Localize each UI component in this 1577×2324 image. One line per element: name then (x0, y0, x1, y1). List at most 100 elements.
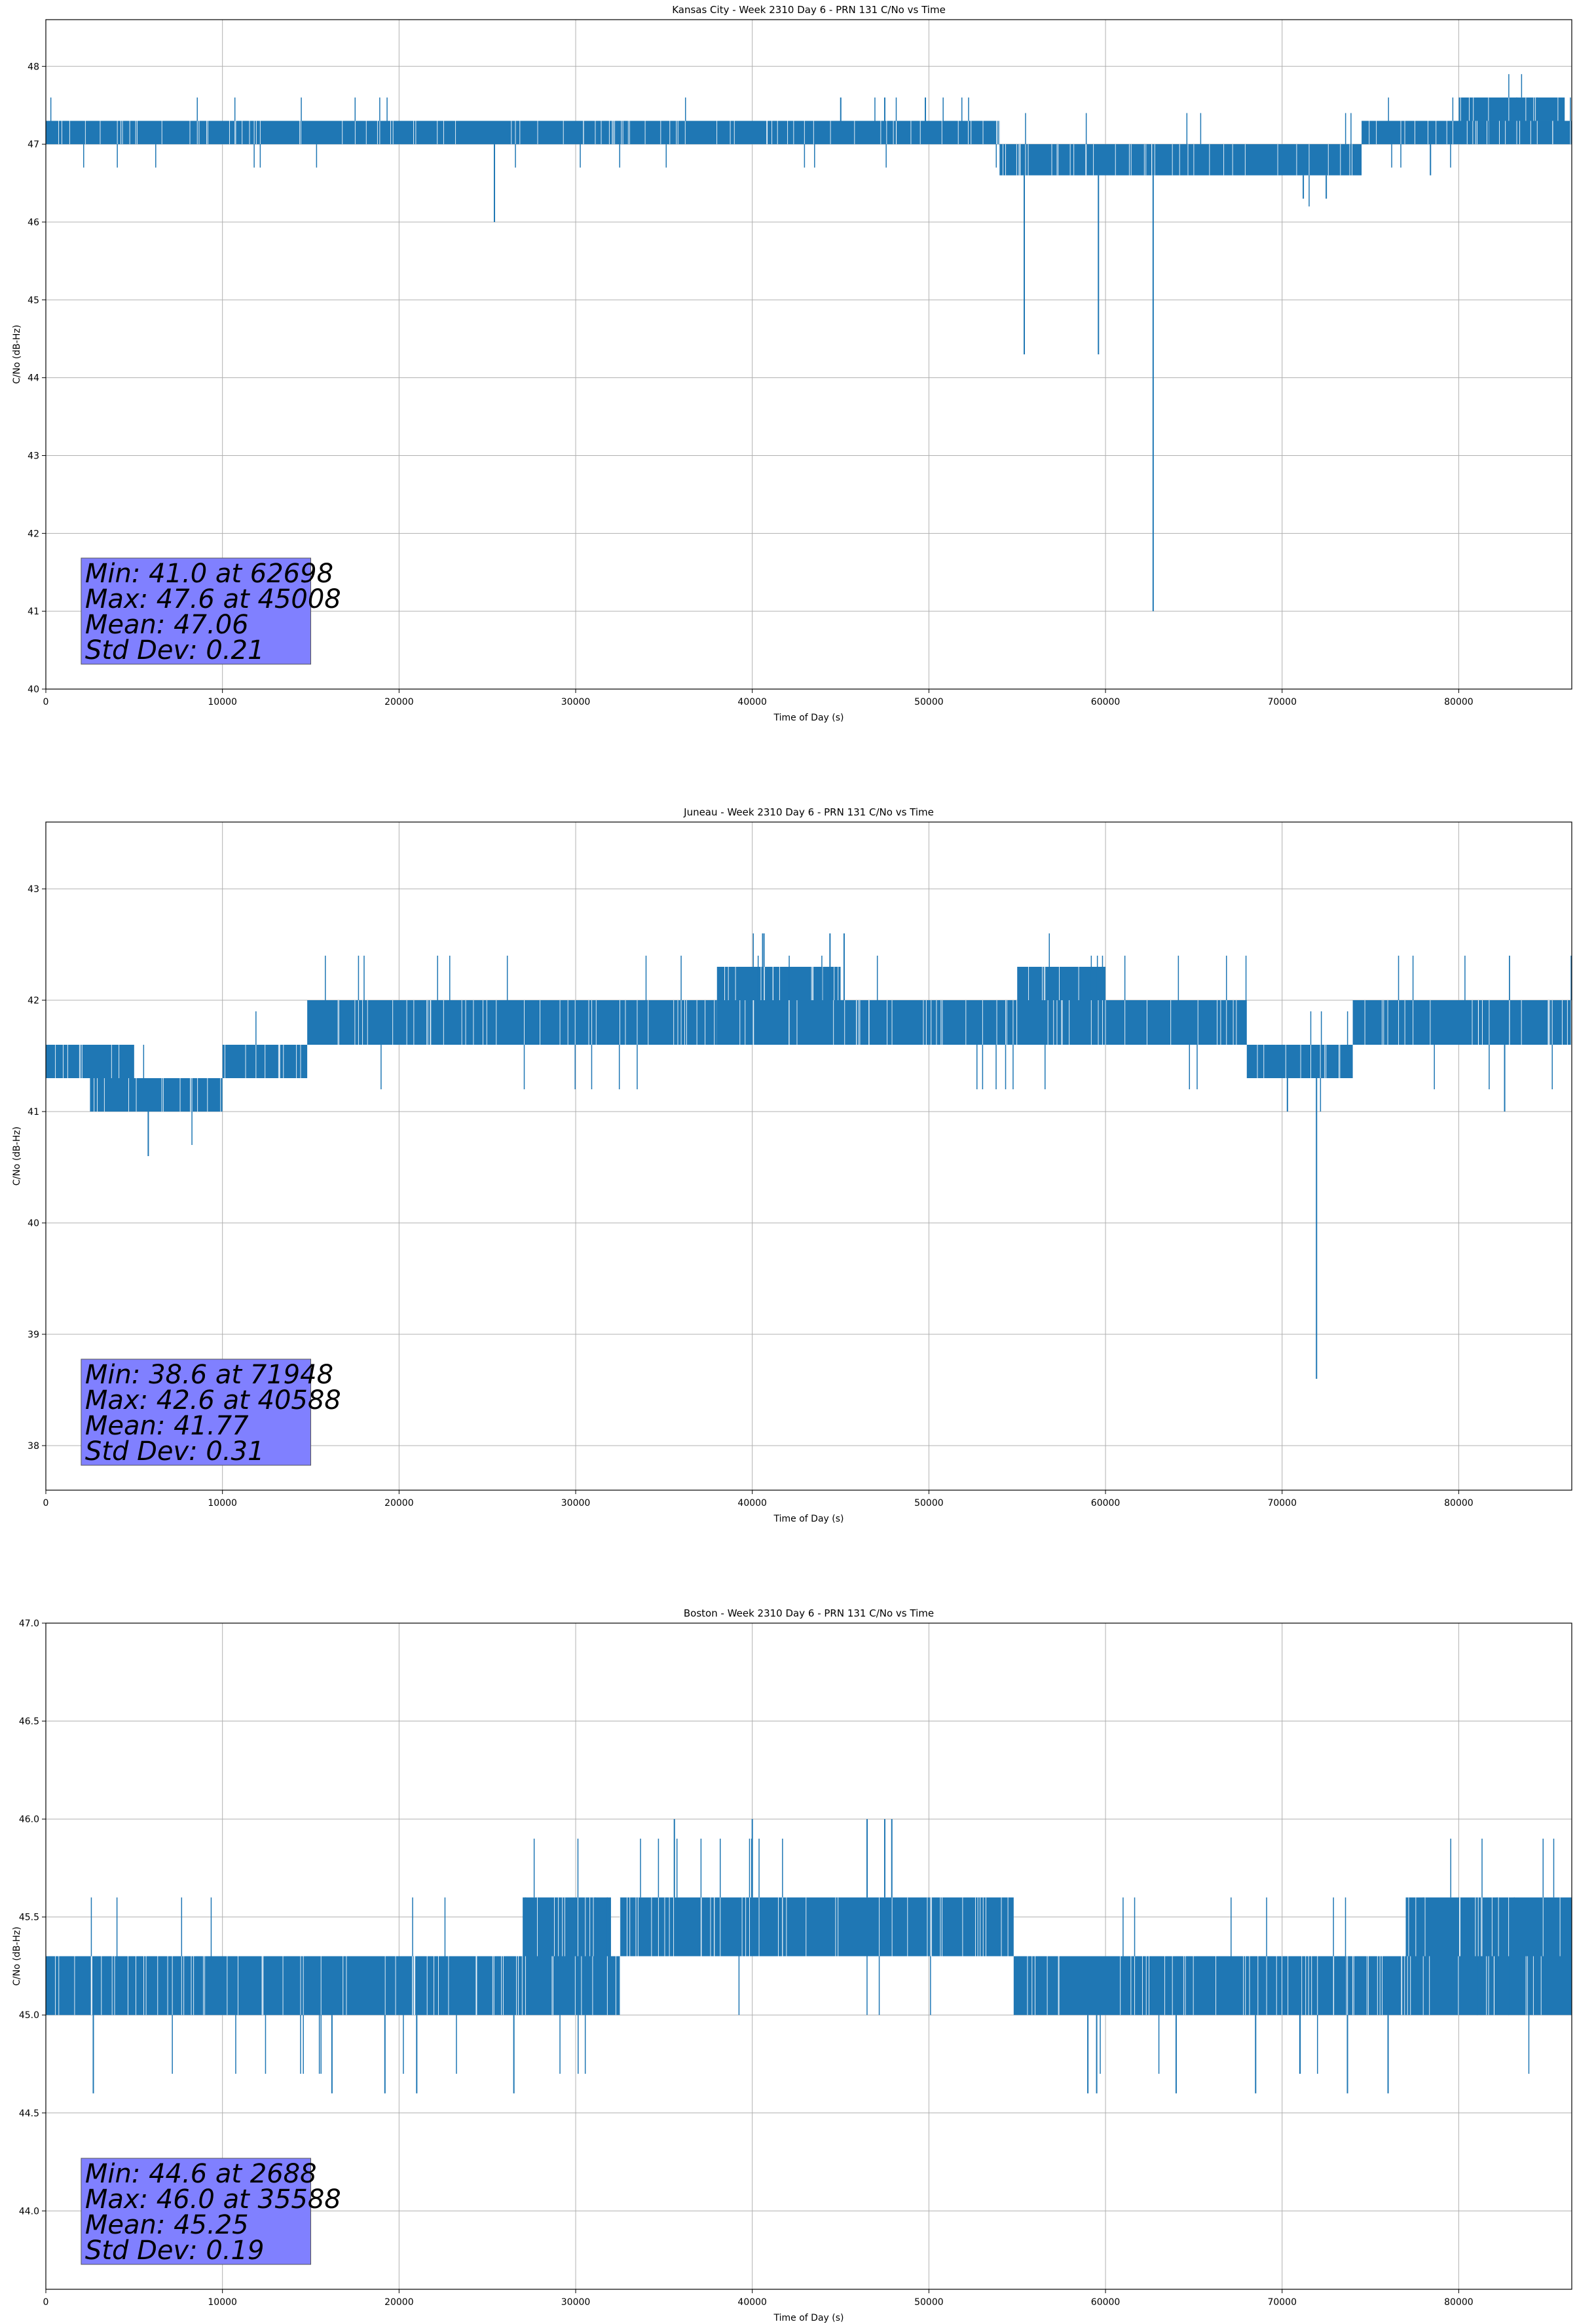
x-axis-label: Time of Day (s) (773, 2313, 844, 2323)
x-tick-label: 70000 (1267, 1498, 1297, 1509)
series-band (90, 1078, 223, 1112)
x-tick-label: 70000 (1267, 2297, 1297, 2308)
chart-title: Kansas City - Week 2310 Day 6 - PRN 131 … (672, 4, 946, 16)
series-band (1362, 121, 1572, 145)
series-band (46, 1045, 134, 1078)
chart-title: Juneau - Week 2310 Day 6 - PRN 131 C/No … (683, 806, 934, 818)
y-axis-label: C/No (dB-Hz) (12, 1127, 22, 1186)
x-tick-label: 40000 (737, 2297, 767, 2308)
x-tick-label: 30000 (561, 1498, 591, 1509)
y-tick-label: 38 (28, 1441, 39, 1452)
x-tick-label: 30000 (561, 2297, 591, 2308)
x-tick-label: 0 (43, 1498, 49, 1509)
x-tick-label: 80000 (1444, 2297, 1474, 2308)
x-tick-label: 20000 (384, 1498, 414, 1509)
y-tick-label: 43 (28, 884, 39, 895)
x-tick-label: 80000 (1444, 1498, 1474, 1509)
y-tick-label: 41 (28, 1107, 39, 1117)
series-band (628, 121, 1000, 145)
series-band (716, 967, 841, 1000)
stats-max-label: Max: 42.6 at 40588 (85, 1385, 341, 1415)
stats-max-label: Max: 46.0 at 35588 (85, 2184, 341, 2215)
series-band (46, 1956, 523, 2015)
y-tick-label: 46.0 (19, 1814, 39, 1825)
stats-max-label: Max: 47.6 at 45008 (85, 584, 341, 614)
chart-panel-3: 0 10000 20000 30000 40000 50000 60000 70000 8000… (12, 1607, 1572, 2323)
y-tick-label: 45.0 (19, 2010, 39, 2021)
y-tick-label: 44.0 (19, 2206, 39, 2217)
series-band (307, 1000, 717, 1045)
stats-std-label: Std Dev: 0.31 (85, 1436, 265, 1467)
x-tick-label: 50000 (914, 697, 944, 707)
series-band (1246, 1045, 1353, 1078)
x-tick-label: 70000 (1267, 697, 1297, 707)
series-band (999, 144, 1362, 176)
series-band (716, 1000, 1018, 1045)
y-tick-label: 40 (28, 1218, 39, 1229)
stats-mean-label: Mean: 41.77 (85, 1411, 249, 1441)
x-tick-label: 20000 (384, 697, 414, 707)
y-tick-label: 48 (28, 62, 39, 72)
series-band (523, 1897, 611, 1957)
y-tick-label: 42 (28, 529, 39, 539)
series-band (1017, 1000, 1247, 1045)
series-line (46, 1819, 1572, 2093)
x-tick-label: 10000 (208, 697, 237, 707)
y-tick-label: 45.5 (19, 1913, 39, 1923)
stats-box (81, 1359, 312, 1466)
x-tick-label: 60000 (1091, 1498, 1121, 1509)
x-tick-label: 30000 (561, 697, 591, 707)
stats-min-label: Min: 44.6 at 2688 (85, 2159, 317, 2189)
stats-box (81, 2158, 312, 2265)
stats-mean-label: Mean: 45.25 (85, 2210, 249, 2240)
y-tick-label: 41 (28, 607, 39, 617)
series-band (1458, 97, 1565, 121)
series-line (46, 74, 1572, 612)
y-tick-label: 44.5 (19, 2108, 39, 2119)
series-band (1352, 1000, 1572, 1045)
stats-std-label: Std Dev: 0.19 (85, 2236, 265, 2266)
x-tick-label: 60000 (1091, 697, 1121, 707)
y-tick-label: 45 (28, 295, 39, 306)
plot-frame (45, 821, 1572, 1491)
y-tick-label: 46.5 (19, 1717, 39, 1727)
y-axis-label: C/No (dB-Hz) (12, 325, 22, 384)
y-tick-label: 44 (28, 373, 39, 384)
chart-panel-1: 0 10000 20000 30000 40000 50000 60000 70000 8000… (12, 4, 1572, 723)
x-tick-label: 60000 (1091, 2297, 1121, 2308)
chart-panel-2: 0 10000 20000 30000 40000 50000 60000 70000 8000… (12, 806, 1572, 1524)
series-band (620, 1897, 1014, 1957)
y-tick-label: 47 (28, 140, 39, 150)
x-tick-label: 0 (43, 2297, 49, 2308)
plot-frame (45, 1622, 1572, 2290)
stats-mean-label: Mean: 47.06 (85, 610, 249, 640)
x-tick-label: 10000 (208, 2297, 237, 2308)
stats-min-label: Min: 41.0 at 62698 (85, 559, 333, 589)
x-tick-label: 10000 (208, 1498, 237, 1509)
y-axis-label: C/No (dB-Hz) (12, 1926, 22, 1985)
y-tick-label: 43 (28, 451, 39, 461)
series-band (1013, 1956, 1572, 2015)
x-tick-label: 50000 (914, 2297, 944, 2308)
y-tick-label: 46 (28, 217, 39, 228)
series-band (523, 1956, 620, 2015)
y-tick-label: 40 (28, 684, 39, 695)
x-tick-label: 0 (43, 697, 49, 707)
series-line (46, 933, 1572, 1379)
y-tick-label: 47.0 (19, 1619, 39, 1629)
stats-min-label: Min: 38.6 at 71948 (85, 1360, 333, 1390)
x-tick-label: 40000 (737, 1498, 767, 1509)
x-axis-label: Time of Day (s) (773, 713, 844, 723)
x-axis-label: Time of Day (s) (773, 1514, 844, 1524)
chart-title: Boston - Week 2310 Day 6 - PRN 131 C/No … (684, 1607, 934, 1619)
series-band (46, 121, 209, 145)
stats-std-label: Std Dev: 0.21 (85, 635, 265, 665)
plot-frame (45, 19, 1572, 690)
series-band (1017, 967, 1106, 1000)
stats-box (81, 557, 312, 665)
x-tick-label: 80000 (1444, 697, 1474, 707)
series-band (208, 121, 629, 145)
y-tick-label: 39 (28, 1330, 39, 1340)
y-tick-label: 42 (28, 996, 39, 1006)
